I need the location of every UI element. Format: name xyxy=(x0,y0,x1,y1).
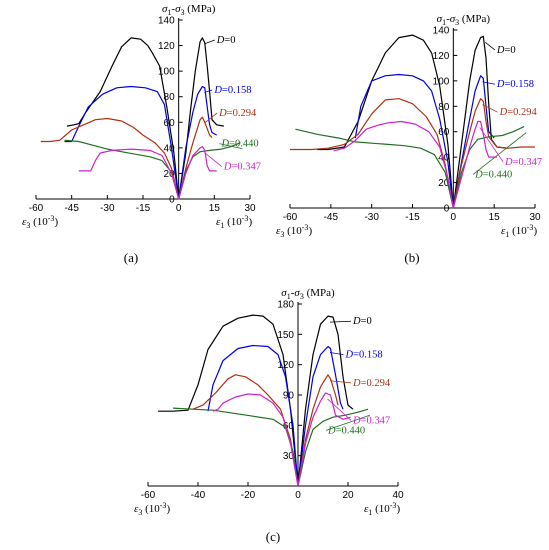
x-tick-label: 20 xyxy=(342,490,354,501)
series-line-D0347 xyxy=(333,120,497,209)
series-label-D0294: D=0.294 xyxy=(499,107,538,118)
x-tick-label: -15 xyxy=(405,212,420,223)
series-label-D0: D=0 xyxy=(216,35,236,46)
x-tick-label: 0 xyxy=(295,490,301,501)
y-tick-label: 120 xyxy=(158,41,175,52)
series-label-D0294: D=0.294 xyxy=(352,378,391,389)
series-label-D0347: D=0.347 xyxy=(504,157,542,168)
y-tick-label: 180 xyxy=(277,300,294,311)
x-axis-label-right: ε1 (10-3) xyxy=(216,214,252,230)
series-line-D0158 xyxy=(207,344,344,487)
x-tick-label: 40 xyxy=(392,490,404,501)
series-label-D0: D=0 xyxy=(496,45,516,56)
series-leader-line xyxy=(204,152,223,167)
panel-label: (c) xyxy=(266,529,280,544)
x-axis-label-right: ε1 (10-3) xyxy=(364,501,400,517)
x-axis-label-right: ε1 (10-3) xyxy=(501,223,537,239)
series-label-D0294: D=0.294 xyxy=(218,108,257,119)
y-tick-label: 150 xyxy=(277,330,294,341)
x-axis-label-left: ε3 (10-3) xyxy=(134,501,170,517)
y-tick-label: 60 xyxy=(438,127,450,138)
x-tick-label: 30 xyxy=(529,212,541,223)
series-label-D0440: D=0.440 xyxy=(220,139,258,150)
series-line-D0 xyxy=(158,314,354,487)
series-leader-line xyxy=(329,320,352,323)
panel-label: (a) xyxy=(124,250,138,265)
x-axis-label-left: ε3 (10-3) xyxy=(276,223,312,239)
series-line-D0 xyxy=(66,37,224,200)
y-axis-label: σ1-σ3 (MPa) xyxy=(162,3,216,17)
y-tick-label: 120 xyxy=(433,51,450,62)
x-tick-label: -20 xyxy=(241,490,256,501)
series-line-D0158 xyxy=(64,85,217,200)
series-line-D0294 xyxy=(290,98,535,209)
y-tick-label: 40 xyxy=(164,143,176,154)
x-tick-label: 0 xyxy=(176,203,182,214)
series-label-D0: D=0 xyxy=(352,316,372,327)
series-label-D0347: D=0.347 xyxy=(352,415,390,426)
series-leader-line xyxy=(329,380,352,384)
series-line-D0347 xyxy=(212,392,351,487)
x-tick-label: -45 xyxy=(324,212,339,223)
panel-label: (b) xyxy=(404,250,419,265)
y-tick-label: 80 xyxy=(438,102,450,113)
x-tick-label: -15 xyxy=(136,203,151,214)
y-tick-label: 0 xyxy=(169,195,175,206)
x-tick-label: 15 xyxy=(489,212,501,223)
y-axis-label: σ1-σ3 (MPa) xyxy=(437,13,491,27)
series-leader-line xyxy=(472,132,527,175)
series-line-D0440 xyxy=(172,407,369,487)
series-line-D0294 xyxy=(40,116,213,200)
chart-panel-a: -60 -45 -30 -15 0 15 30020406080100120140σ1-σ3… xyxy=(22,3,261,265)
y-tick-label: 100 xyxy=(158,67,175,78)
series-leader-line xyxy=(485,42,496,51)
y-tick-label: 20 xyxy=(438,178,450,189)
series-label-D0440: D=0.440 xyxy=(474,169,512,180)
x-tick-label: -40 xyxy=(191,490,206,501)
series-label-D0347: D=0.347 xyxy=(223,162,261,173)
series-line-D0294 xyxy=(192,374,339,487)
x-axis-label-left: ε3 (10-3) xyxy=(22,214,58,230)
chart-panel-b: -60 -45 -30 -15 0 15 30020406080100120140σ1-σ3… xyxy=(276,13,542,265)
series-line-D0 xyxy=(317,34,508,209)
series-leader-line xyxy=(204,89,213,93)
x-tick-label: -30 xyxy=(364,212,379,223)
y-tick-label: 120 xyxy=(277,360,294,371)
x-tick-label: 15 xyxy=(209,203,221,214)
x-tick-label: -60 xyxy=(29,203,44,214)
series-label-D0440: D=0.440 xyxy=(327,425,365,436)
series-label-D0158: D=0.158 xyxy=(345,350,383,361)
series-leader-line xyxy=(482,81,495,85)
x-tick-label: 30 xyxy=(244,203,256,214)
series-leader-line xyxy=(204,112,218,124)
x-tick-label: -60 xyxy=(141,490,156,501)
series-line-D0158 xyxy=(354,73,495,209)
y-tick-label: 20 xyxy=(164,169,176,180)
y-tick-label: 140 xyxy=(158,16,175,27)
y-tick-label: 0 xyxy=(444,204,450,215)
series-leader-line xyxy=(479,127,504,162)
y-tick-label: 60 xyxy=(283,421,295,432)
series-line-D0440 xyxy=(295,126,525,209)
series-leader-line xyxy=(204,39,215,45)
series-leader-line xyxy=(482,104,498,113)
series-leader-line xyxy=(327,398,352,421)
x-tick-label: 0 xyxy=(451,212,457,223)
x-tick-label: -60 xyxy=(283,212,298,223)
x-tick-label: -30 xyxy=(100,203,115,214)
series-label-D0158: D=0.158 xyxy=(496,79,534,90)
series-label-D0158: D=0.158 xyxy=(213,85,251,96)
series-leader-line xyxy=(325,414,371,431)
y-tick-label: 140 xyxy=(433,26,450,37)
series-leader-line xyxy=(219,143,243,150)
series-leader-line xyxy=(329,352,344,355)
y-tick-label: 100 xyxy=(433,76,450,87)
y-tick-label: 80 xyxy=(164,92,176,103)
y-axis-label: σ1-σ3 (MPa) xyxy=(281,287,335,301)
x-tick-label: -45 xyxy=(64,203,79,214)
y-tick-label: 30 xyxy=(283,451,295,462)
